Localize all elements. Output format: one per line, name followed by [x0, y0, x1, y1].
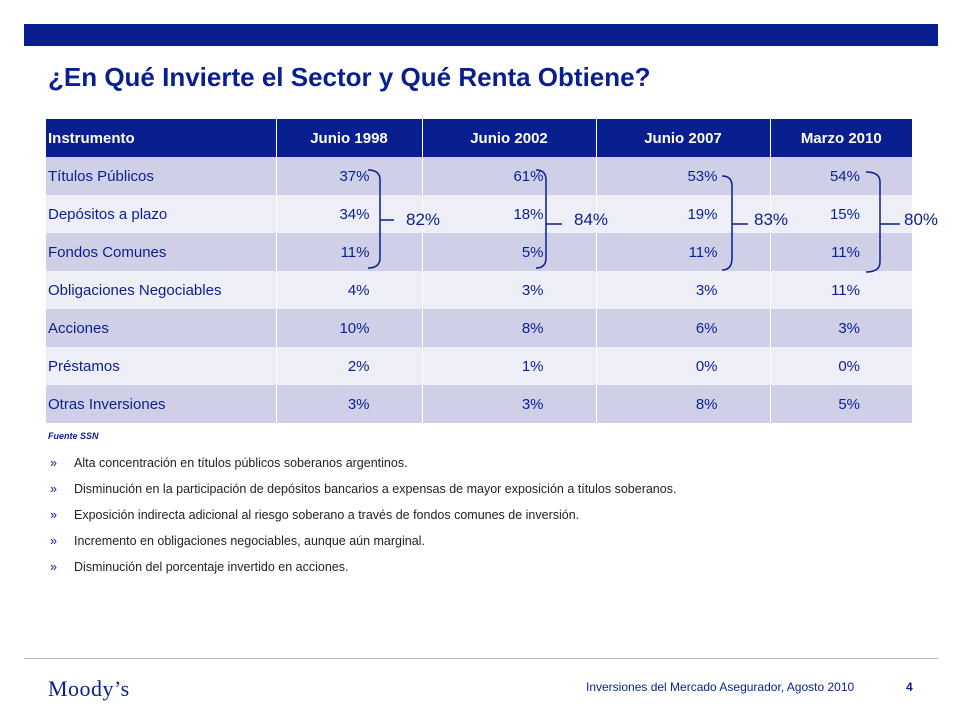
table-cell: 5% [769, 385, 912, 423]
column-header: Junio 1998 [275, 119, 422, 157]
table-row: Títulos Públicos 37% 61% 53% 54% [46, 157, 912, 195]
table-cell: 11% [769, 271, 912, 309]
table-cell: 10% [275, 309, 422, 347]
list-item: » Disminución en la participación de depó… [50, 481, 676, 507]
list-item: » Exposición indirecta adicional al riesg… [50, 507, 676, 533]
table-cell: 6% [595, 309, 770, 347]
column-header: Instrumento [46, 119, 276, 157]
group-total-1998: 82% [406, 210, 441, 229]
list-item: » Disminución del porcentaje invertido en… [50, 559, 676, 585]
bullet-marker: » [50, 560, 57, 574]
top-banner-bar [24, 24, 938, 46]
table-cell: 54% [769, 157, 912, 195]
table-cell: 3% [421, 385, 596, 423]
table-row: Fondos Comunes 11% 5% 11% 11% [46, 233, 912, 271]
list-item: » Incremento en obligaciones negociables,… [50, 533, 676, 559]
table-cell: 11% [275, 233, 422, 271]
table-cell: 3% [769, 309, 912, 347]
moodys-logo: Moody’s [48, 676, 130, 701]
bullet-marker: » [50, 482, 57, 496]
bullet-text: Alta concentración en títulos públicos s… [74, 456, 408, 470]
table-cell: 2% [275, 347, 422, 385]
table-cell: 1% [421, 347, 596, 385]
group-total-2007: 83% [754, 210, 789, 229]
table-cell: 61% [421, 157, 596, 195]
table-row: Préstamos 2% 1% 0% 0% [46, 347, 912, 385]
table-cell: 8% [421, 309, 596, 347]
table-cell: 19% [595, 195, 770, 233]
bullet-marker: » [50, 456, 57, 470]
table-cell: 11% [595, 233, 770, 271]
investment-table: Instrumento Junio 1998 Junio 2002 Junio … [46, 119, 912, 423]
table-cell: 37% [275, 157, 422, 195]
row-label: Acciones [46, 309, 276, 347]
table-cell: 4% [275, 271, 422, 309]
column-header: Junio 2002 [421, 119, 596, 157]
bullet-marker: » [50, 508, 57, 522]
row-label: Otras Inversiones [46, 385, 276, 423]
row-label: Préstamos [46, 347, 276, 385]
page-title: ¿En Qué Invierte el Sector y Qué Renta O… [48, 62, 651, 92]
footer-divider [24, 658, 938, 659]
row-label: Depósitos a plazo [46, 195, 276, 233]
row-label: Títulos Públicos [46, 157, 276, 195]
page-number: 4 [906, 680, 913, 694]
row-label: Obligaciones Negociables [46, 271, 276, 309]
table-cell: 5% [421, 233, 596, 271]
table-row: Acciones 10% 8% 6% 3% [46, 309, 912, 347]
table-cell: 34% [275, 195, 422, 233]
table-cell: 18% [421, 195, 596, 233]
bullet-list: » Alta concentración en títulos públicos … [50, 455, 676, 585]
table-cell: 11% [769, 233, 912, 271]
group-total-2010: 80% [904, 210, 939, 229]
bullet-marker: » [50, 534, 57, 548]
table-cell: 0% [595, 347, 770, 385]
column-header: Junio 2007 [595, 119, 770, 157]
bullet-text: Exposición indirecta adicional al riesgo… [74, 508, 580, 522]
table-cell: 3% [421, 271, 596, 309]
table-cell: 53% [595, 157, 770, 195]
group-total-2002: 84% [574, 210, 609, 229]
source-note: Fuente SSN [48, 431, 99, 441]
list-item: » Alta concentración en títulos públicos … [50, 455, 676, 481]
bullet-text: Disminución del porcentaje invertido en … [74, 560, 349, 574]
footer-caption: Inversiones del Mercado Asegurador, Agos… [586, 680, 855, 694]
table-row: Obligaciones Negociables 4% 3% 3% 11% [46, 271, 912, 309]
table-header-row: Instrumento Junio 1998 Junio 2002 Junio … [46, 119, 912, 157]
bullet-text: Disminución en la participación de depós… [74, 482, 677, 496]
table-cell: 8% [595, 385, 770, 423]
bullet-text: Incremento en obligaciones negociables, … [74, 534, 425, 548]
table-row: Otras Inversiones 3% 3% 8% 5% [46, 385, 912, 423]
table-cell: 3% [595, 271, 770, 309]
table-cell: 3% [275, 385, 422, 423]
table-cell: 0% [769, 347, 912, 385]
row-label: Fondos Comunes [46, 233, 276, 271]
column-header: Marzo 2010 [769, 119, 912, 157]
table-cell: 15% [769, 195, 912, 233]
